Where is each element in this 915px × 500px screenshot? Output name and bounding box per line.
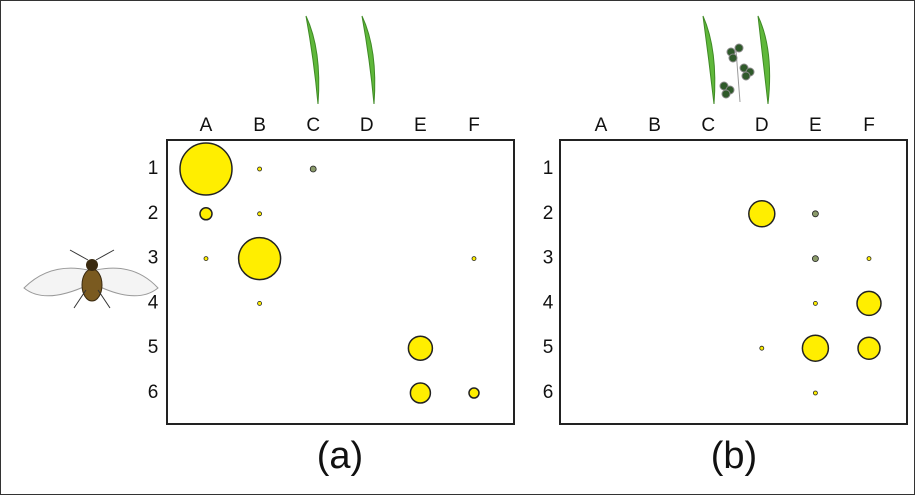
row-label: 6 [543, 382, 554, 403]
bubble [257, 300, 263, 306]
row-label: 3 [148, 248, 159, 269]
caption: (a) [317, 435, 363, 477]
bubble [857, 336, 881, 360]
bubble [813, 300, 818, 306]
column-label: B [253, 115, 266, 136]
row-label: 2 [148, 203, 159, 224]
clover-icon [719, 43, 755, 103]
bubble [199, 207, 213, 221]
bubble [812, 210, 819, 218]
bubble [468, 387, 480, 399]
bubble [471, 256, 477, 262]
bubble [409, 382, 432, 404]
column-label: F [468, 115, 480, 136]
bubble [812, 255, 819, 263]
bubble [748, 200, 776, 228]
row-label: 1 [543, 158, 554, 179]
column-label: F [863, 115, 875, 136]
row-label: 3 [543, 248, 554, 269]
column-label: A [595, 115, 608, 136]
column-label: A [200, 115, 213, 136]
grass-icon [305, 15, 771, 105]
row-label: 6 [148, 382, 159, 403]
column-label: C [701, 115, 715, 136]
bubble [856, 290, 882, 317]
bubble [237, 236, 282, 281]
row-label: 1 [148, 158, 159, 179]
bubble [309, 165, 317, 173]
bubble [866, 256, 872, 262]
column-label: D [755, 115, 769, 136]
row-label: 4 [543, 292, 554, 313]
bubble [257, 211, 263, 217]
row-label: 4 [148, 292, 159, 313]
column-label: E [809, 115, 822, 136]
plot-frame [559, 139, 908, 425]
bubble [813, 390, 818, 396]
column-label: C [306, 115, 320, 136]
column-label: E [414, 115, 427, 136]
row-label: 5 [543, 337, 554, 358]
row-label: 2 [543, 203, 554, 224]
bubble [179, 142, 233, 196]
aphid-icon [23, 249, 159, 309]
plot-frame [166, 139, 515, 425]
bubble [801, 334, 830, 362]
column-label: B [648, 115, 661, 136]
row-label: 5 [148, 337, 159, 358]
bubble [407, 335, 434, 361]
column-label: D [360, 115, 374, 136]
bubble [203, 256, 209, 262]
caption: (b) [711, 435, 757, 477]
bubble [257, 166, 263, 172]
bubble [759, 345, 765, 351]
